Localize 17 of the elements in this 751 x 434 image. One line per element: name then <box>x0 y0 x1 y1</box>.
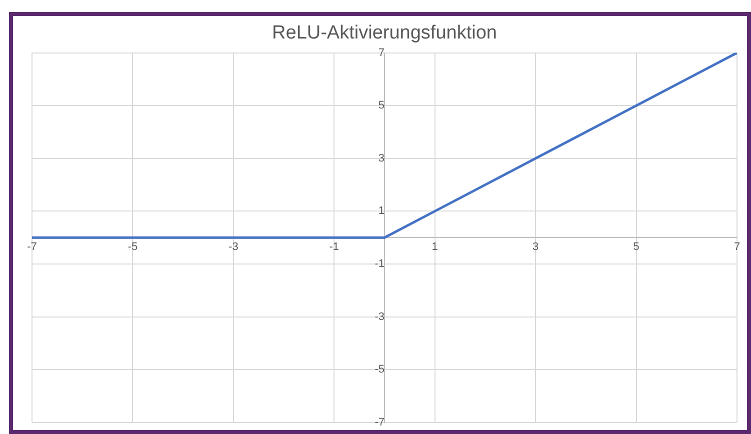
y-tick-label: -5 <box>374 364 384 376</box>
y-tick-label: 3 <box>378 152 384 164</box>
x-tick-label: 7 <box>734 241 740 254</box>
x-tick-label: -7 <box>27 241 37 254</box>
y-tick-label: -3 <box>374 310 384 323</box>
y-tick-label: 1 <box>378 205 384 218</box>
y-tick-label: -7 <box>374 416 384 428</box>
y-tick-label: 7 <box>378 46 384 59</box>
x-tick-label: -5 <box>128 241 138 254</box>
y-tick-label: -1 <box>374 258 384 270</box>
y-tick-label: 5 <box>378 100 384 112</box>
x-tick-label: -3 <box>228 241 238 254</box>
chart-title: ReLU-Aktivierungsfunktion <box>272 22 497 44</box>
x-tick-label: 3 <box>532 241 539 254</box>
x-tick-label: 1 <box>432 241 438 254</box>
x-tick-label: -1 <box>329 241 340 254</box>
x-tick-label: 5 <box>633 241 640 254</box>
